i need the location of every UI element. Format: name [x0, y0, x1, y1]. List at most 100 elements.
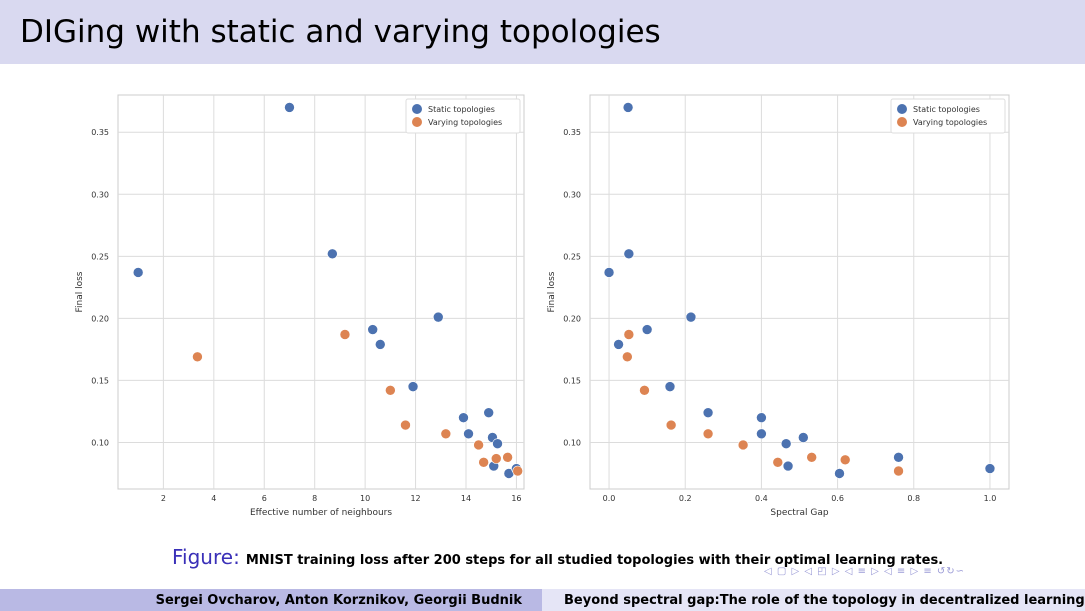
- static-topology-point: [984, 463, 996, 474]
- y-tick-label: 0.10: [91, 438, 109, 447]
- y-tick-label: 0.35: [563, 128, 581, 137]
- x-tick-label: 1.0: [984, 494, 997, 503]
- static-topology-point: [483, 407, 494, 418]
- varying-topology-point: [623, 329, 635, 340]
- varying-topology-point: [893, 465, 904, 477]
- legend-varying-label: Varying topologies: [428, 118, 502, 127]
- y-axis-label: Final loss: [75, 271, 85, 312]
- y-axis-label: Final loss: [547, 271, 557, 312]
- varying-topology-point: [490, 453, 502, 464]
- legend-static-marker: [412, 104, 422, 114]
- static-topology-point: [613, 339, 624, 350]
- y-tick-label: 0.30: [563, 190, 581, 199]
- x-tick-label: 6: [262, 494, 267, 503]
- static-topology-point: [798, 432, 809, 443]
- plot-area: [117, 94, 525, 490]
- legend-static-marker: [897, 104, 907, 114]
- varying-topology-point: [385, 385, 396, 396]
- y-tick-label: 0.35: [91, 128, 109, 137]
- x-axis-label: Spectral Gap: [770, 508, 829, 518]
- x-tick-label: 4: [211, 494, 216, 503]
- varying-topology-point: [502, 452, 513, 463]
- footer-title-box: Beyond spectral gap:The role of the topo…: [542, 589, 1085, 611]
- plot-area: [589, 94, 1010, 490]
- x-tick-label: 16: [511, 494, 521, 503]
- x-tick-label: 0.0: [603, 494, 616, 503]
- varying-topology-point: [512, 465, 523, 477]
- legend-varying-marker: [412, 117, 422, 127]
- static-topology-point: [374, 339, 386, 350]
- varying-topology-point: [665, 419, 677, 431]
- x-tick-label: 8: [312, 494, 317, 503]
- static-topology-point: [407, 381, 419, 392]
- varying-topology-point: [622, 351, 633, 363]
- footer-talk-title: Beyond spectral gap:The role of the topo…: [564, 593, 1085, 608]
- x-tick-label: 2: [161, 494, 166, 503]
- static-topology-point: [834, 468, 845, 479]
- scatter-chart-spectral-gap: 0.0 0.2 0.4 0.6 0.8 1.0 0.10 0.15 0.20 0.25 0.30 0.…: [547, 94, 1010, 518]
- legend-static-label: Static topologies: [913, 105, 980, 114]
- x-tick-label: 0.4: [755, 494, 768, 503]
- y-tick-label: 0.30: [91, 190, 109, 199]
- legend-varying-label: Varying topologies: [913, 118, 987, 127]
- footer-authors: Sergei Ovcharov, Anton Korznikov, Georgi…: [155, 593, 522, 608]
- static-topology-point: [603, 267, 615, 278]
- static-topology-point: [327, 248, 338, 260]
- varying-topology-point: [192, 351, 203, 363]
- varying-topology-point: [806, 452, 817, 463]
- x-axis-label: Effective number of neighbours: [250, 508, 392, 518]
- static-topology-point: [492, 438, 503, 450]
- y-tick-label: 0.10: [563, 438, 581, 447]
- y-tick-label: 0.25: [563, 252, 581, 261]
- x-tick-label: 0.2: [679, 494, 692, 503]
- static-topology-point: [780, 438, 792, 450]
- y-tick-label: 0.15: [91, 376, 109, 385]
- chart-panel-left: 2 4 6 8 10 12 14 16 0.10 0.15 0.20 0.25 0.30 0.35 Effe…: [75, 92, 545, 531]
- legend-varying-marker: [897, 117, 907, 127]
- static-topology-point: [756, 412, 767, 423]
- legend-box: [890, 98, 1006, 134]
- static-topology-point: [463, 428, 474, 440]
- varying-topology-point: [473, 439, 484, 451]
- varying-topology-point: [772, 457, 784, 468]
- x-tick-label: 10: [360, 494, 370, 503]
- static-topology-point: [893, 452, 904, 463]
- slide-footer: Sergei Ovcharov, Anton Korznikov, Georgi…: [0, 589, 1085, 611]
- static-topology-point: [702, 407, 714, 418]
- static-topology-point: [132, 267, 144, 278]
- static-topology-point: [756, 428, 767, 440]
- figure-label: Figure:: [172, 545, 240, 569]
- static-topology-point: [623, 248, 635, 260]
- x-tick-label: 0.8: [907, 494, 920, 503]
- y-tick-label: 0.20: [91, 314, 109, 323]
- varying-topology-point: [702, 428, 714, 440]
- static-topology-point: [367, 324, 378, 335]
- varying-topology-point: [839, 454, 851, 466]
- beamer-navigation-symbols[interactable]: ◁ ▢ ▷ ◁ ◰ ▷ ◁ ≡ ▷ ◁ ≡ ▷ ≡ ↺↻∽: [764, 566, 966, 577]
- static-topology-point: [685, 311, 697, 323]
- static-topology-point: [432, 311, 444, 323]
- varying-topology-point: [639, 385, 650, 396]
- static-topology-point: [284, 102, 295, 113]
- varying-topology-point: [339, 329, 351, 340]
- varying-topology-point: [400, 419, 411, 431]
- legend-box: [405, 98, 521, 134]
- varying-topology-point: [478, 457, 489, 468]
- legend-static-label: Static topologies: [428, 105, 495, 114]
- scatter-chart-neighbours: 2 4 6 8 10 12 14 16 0.10 0.15 0.20 0.25 0.30 0.35 Effe…: [75, 94, 525, 518]
- x-tick-label: 0.6: [831, 494, 844, 503]
- footer-authors-box: Sergei Ovcharov, Anton Korznikov, Georgi…: [0, 589, 542, 611]
- slide-title: DIGing with static and varying topologie…: [20, 14, 661, 50]
- static-topology-point: [622, 102, 634, 113]
- static-topology-point: [782, 460, 794, 472]
- x-tick-label: 14: [461, 494, 471, 503]
- figure-caption: Figure: MNIST training loss after 200 ste…: [172, 545, 943, 569]
- slide-title-bar: DIGing with static and varying topologie…: [0, 0, 1085, 64]
- static-topology-point: [641, 324, 653, 335]
- y-tick-label: 0.25: [91, 252, 109, 261]
- static-topology-point: [664, 381, 676, 392]
- figure-caption-text: MNIST training loss after 200 steps for …: [245, 553, 944, 568]
- chart-panel-right: 0.0 0.2 0.4 0.6 0.8 1.0 0.10 0.15 0.20 0.25 0.30 0.…: [545, 92, 1020, 531]
- varying-topology-point: [737, 439, 749, 451]
- y-tick-label: 0.20: [563, 314, 581, 323]
